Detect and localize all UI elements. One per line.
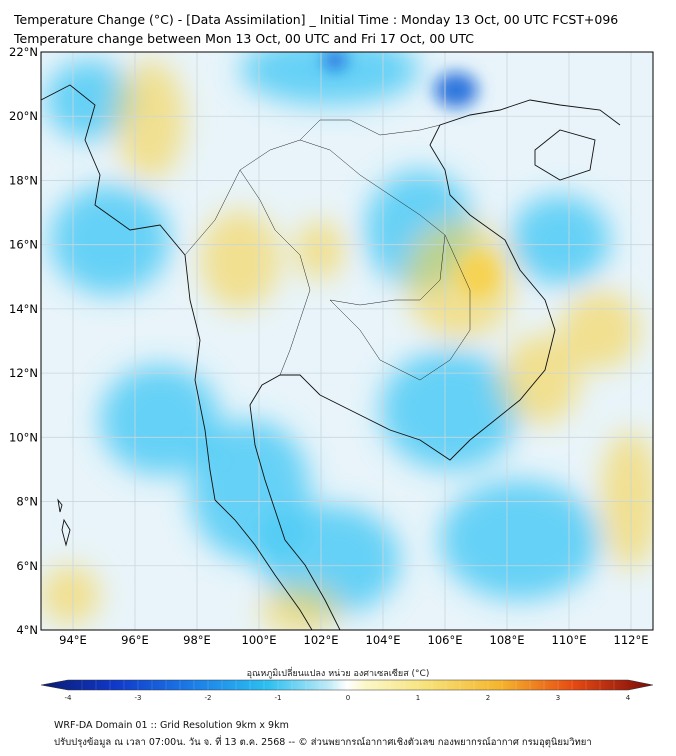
colorbar-tick-label: -1 [275, 694, 282, 702]
coastlines [41, 84, 621, 630]
colorbar: -4 -3 -2 -1 0 1 2 3 4 [40, 679, 654, 702]
colorbar-tick-label: 1 [416, 694, 420, 702]
graticule [41, 52, 653, 630]
latitude-tick-label: 10°N [9, 430, 38, 444]
longitude-tick-label: 108°E [490, 633, 525, 647]
map-title-line-1: Temperature Change (°C) - [Data Assimila… [14, 12, 619, 27]
colorbar-tick-label: 3 [556, 694, 560, 702]
temperature-field [41, 52, 653, 630]
latitude-tick-label: 8°N [16, 495, 38, 509]
colorbar-tick-label: 2 [486, 694, 490, 702]
latitude-axis: 22°N 20°N 18°N 16°N 14°N 12°N 10°N 8°N 6°N 4°N [9, 45, 38, 637]
longitude-tick-label: 112°E [614, 633, 649, 647]
longitude-tick-label: 106°E [428, 633, 463, 647]
colorbar-title: อุณหภูมิเปลี่ยนแปลง หน่วย องศาเซลเซียส (… [246, 669, 430, 679]
latitude-tick-label: 22°N [9, 45, 38, 59]
colorbar-tick-label: -2 [205, 694, 212, 702]
longitude-tick-label: 100°E [242, 633, 277, 647]
longitude-tick-label: 96°E [121, 633, 149, 647]
latitude-tick-label: 18°N [9, 173, 38, 187]
latitude-tick-label: 20°N [9, 109, 38, 123]
longitude-tick-label: 98°E [183, 633, 211, 647]
colorbar-tick-label: -3 [135, 694, 142, 702]
longitude-axis: 94°E 96°E 98°E 100°E 102°E 104°E 106°E 108°E 110… [59, 633, 648, 647]
footer-update-info: ปรับปรุงข้อมูล ณ เวลา 07:00น. วัน จ. ที่… [54, 737, 592, 748]
longitude-tick-label: 110°E [552, 633, 587, 647]
map-frame [40, 51, 654, 631]
latitude-tick-label: 12°N [9, 366, 38, 380]
latitude-tick-label: 4°N [16, 623, 38, 637]
map-title-line-2: Temperature change between Mon 13 Oct, 0… [14, 31, 475, 46]
longitude-tick-label: 102°E [304, 633, 339, 647]
colorbar-tick-label: 4 [626, 694, 631, 702]
borders [184, 119, 471, 381]
longitude-tick-label: 104°E [366, 633, 401, 647]
latitude-tick-label: 16°N [9, 238, 38, 252]
footer-model-info: WRF-DA Domain 01 :: Grid Resolution 9km … [54, 720, 289, 731]
colorbar-tick-label: -4 [65, 694, 73, 702]
longitude-tick-label: 94°E [59, 633, 87, 647]
latitude-tick-label: 6°N [16, 559, 38, 573]
latitude-tick-label: 14°N [9, 302, 38, 316]
colorbar-tick-label: 0 [346, 694, 350, 702]
